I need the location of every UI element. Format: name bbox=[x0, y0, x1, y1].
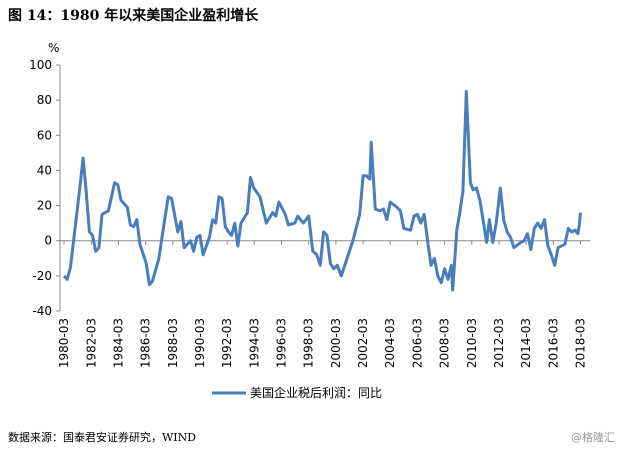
x-tick-label: 2008-03 bbox=[438, 318, 452, 368]
y-tick-label: -20 bbox=[32, 269, 52, 283]
x-tick-label: 1984-03 bbox=[111, 318, 125, 368]
y-tick-label: 0 bbox=[44, 234, 52, 248]
y-tick-label: 80 bbox=[37, 93, 52, 107]
x-tick-label: 2012-03 bbox=[492, 318, 506, 368]
watermark: @格隆汇 bbox=[571, 430, 615, 444]
x-tick-label: 1986-03 bbox=[139, 318, 153, 368]
x-tick-label: 2018-03 bbox=[573, 318, 587, 368]
x-tick-label: 2010-03 bbox=[465, 318, 479, 368]
x-tick-label: 2014-03 bbox=[519, 318, 533, 368]
x-tick-label: 2006-03 bbox=[410, 318, 424, 368]
x-tick-label: 2002-03 bbox=[356, 318, 370, 368]
x-tick-label: 1982-03 bbox=[84, 318, 98, 368]
y-tick-label: -40 bbox=[32, 304, 52, 318]
x-tick-label: 1990-03 bbox=[193, 318, 207, 368]
x-tick-label: 2016-03 bbox=[546, 318, 560, 368]
source-note: 数据来源：国泰君安证券研究，WIND bbox=[8, 430, 196, 444]
data-line bbox=[62, 89, 582, 292]
x-tick-label: 2004-03 bbox=[383, 318, 397, 368]
chart-title: 图 14：1980 年以来美国企业盈利增长 bbox=[8, 7, 259, 24]
x-tick-label: 1992-03 bbox=[220, 318, 234, 368]
y-axis-label: % bbox=[48, 41, 59, 55]
y-tick-label: 100 bbox=[29, 58, 52, 72]
x-tick-label: 1988-03 bbox=[166, 318, 180, 368]
y-tick-label: 40 bbox=[37, 163, 52, 177]
x-tick-label: 1994-03 bbox=[247, 318, 261, 368]
x-tick-label: 1998-03 bbox=[302, 318, 316, 368]
x-tick-label: 1980-03 bbox=[57, 318, 71, 368]
legend-label: 美国企业税后利润：同比 bbox=[250, 385, 382, 400]
x-tick-label: 1996-03 bbox=[275, 318, 289, 368]
y-tick-label: 20 bbox=[37, 199, 52, 213]
x-tick-label: 2000-03 bbox=[329, 318, 343, 368]
y-tick-label: 60 bbox=[37, 128, 52, 142]
